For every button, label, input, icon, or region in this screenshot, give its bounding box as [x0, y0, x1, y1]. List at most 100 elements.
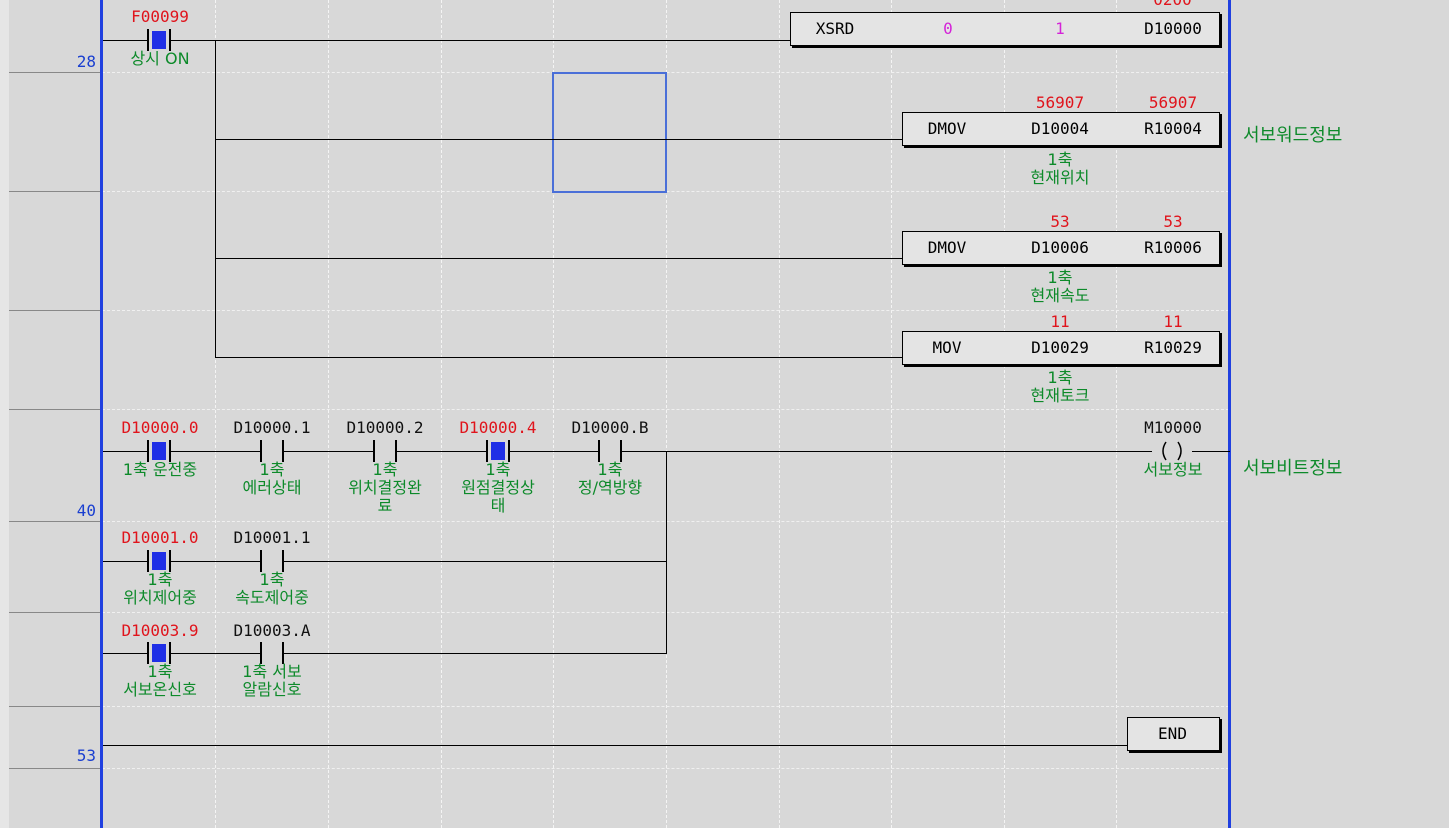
contact-comment: 1축 에러상태 — [242, 460, 302, 497]
right-power-rail — [1228, 0, 1231, 828]
row-number[interactable]: 53 — [76, 746, 96, 765]
contact-address: F00099 — [131, 7, 189, 26]
contact-address: D10001.1 — [233, 528, 311, 547]
operand: D10004 — [1031, 119, 1089, 138]
coil-comment: 서보정보 — [1143, 460, 1203, 479]
grid-row — [102, 706, 1229, 707]
operand: D10000 — [1144, 19, 1202, 38]
xsrd-instruction[interactable] — [790, 12, 1220, 46]
operand-comment: 1축 현재속도 — [1030, 268, 1090, 305]
gutter-sep — [9, 409, 101, 410]
contact-comment: 1축 서보온신호 — [123, 662, 197, 699]
contact-d10003-9[interactable] — [147, 642, 171, 664]
dmov-instruction[interactable] — [902, 112, 1220, 146]
instruction-name: XSRD — [815, 19, 855, 38]
operand-comment: 1축 현재위치 — [1030, 150, 1090, 187]
cell-cursor[interactable] — [552, 72, 667, 193]
wire — [103, 653, 666, 654]
row-number[interactable]: 28 — [76, 52, 96, 71]
contact-comment: 1축 위치제어중 — [123, 570, 197, 607]
grid-row — [102, 521, 1229, 522]
grid-row — [102, 310, 1229, 311]
grid-col — [1116, 0, 1117, 828]
mov-instruction[interactable] — [902, 331, 1220, 365]
grid-col — [891, 0, 892, 828]
operand-comment: 1축 현재토크 — [1030, 368, 1090, 405]
wire — [103, 745, 1128, 746]
operand: R10029 — [1144, 338, 1202, 357]
gutter-sep — [9, 706, 101, 707]
grid-row — [102, 612, 1229, 613]
operand: R10006 — [1144, 238, 1202, 257]
wire — [215, 139, 903, 140]
end-instruction[interactable] — [1127, 717, 1220, 751]
coil-m10000[interactable] — [1152, 440, 1192, 462]
contact-address: D10000.4 — [459, 418, 537, 437]
grid-row — [102, 409, 1229, 410]
contact-comment: 1축 위치결정완 료 — [348, 460, 422, 515]
grid-col — [441, 0, 442, 828]
partial-value: 0200 — [1150, 0, 1195, 9]
gutter — [0, 0, 9, 828]
operand: 0 — [943, 19, 953, 38]
contact-d10001-0[interactable] — [147, 550, 171, 572]
grid-col — [328, 0, 329, 828]
grid-col — [215, 0, 216, 828]
branch-wire — [666, 451, 667, 654]
contact-d10000-b[interactable] — [598, 440, 622, 462]
wire — [103, 40, 147, 41]
gutter-sep — [9, 310, 101, 311]
gutter-sep — [9, 191, 101, 192]
monitor-value: 56907 — [1035, 93, 1085, 112]
comment-panel — [1231, 0, 1449, 828]
contact-address: D10003.A — [233, 621, 311, 640]
contact-comment: 1축 운전중 — [122, 460, 198, 479]
gutter-sep — [9, 521, 101, 522]
contact-d10000-1[interactable] — [260, 440, 284, 462]
coil-address: M10000 — [1144, 418, 1202, 437]
wire — [215, 258, 903, 259]
contact-comment: 1축 정/역방향 — [577, 460, 643, 497]
contact-d10000-4[interactable] — [486, 440, 510, 462]
contact-comment: 1축 원점결정상 태 — [461, 460, 535, 515]
contact-address: D10000.2 — [346, 418, 424, 437]
row-number[interactable]: 40 — [76, 501, 96, 520]
contact-address: D10000.1 — [233, 418, 311, 437]
operand: R10004 — [1144, 119, 1202, 138]
contact-f00099[interactable] — [147, 29, 171, 51]
end-label: END — [1158, 724, 1187, 743]
contact-d10000-0[interactable] — [147, 440, 171, 462]
wire — [103, 561, 666, 562]
operand: 1 — [1055, 19, 1065, 38]
wire — [171, 40, 791, 41]
contact-d10001-1[interactable] — [260, 550, 284, 572]
contact-address: D10000.0 — [121, 418, 199, 437]
gutter-sep — [9, 768, 101, 769]
gutter-sep — [9, 612, 101, 613]
contact-address: D10001.0 — [121, 528, 199, 547]
monitor-value: 11 — [1163, 312, 1183, 331]
instruction-name: DMOV — [927, 238, 967, 257]
contact-address: D10003.9 — [121, 621, 199, 640]
contact-comment: 1축 서보 알람신호 — [242, 662, 302, 699]
grid-col — [666, 0, 667, 828]
grid-col — [553, 0, 554, 828]
wire — [215, 357, 903, 358]
contact-comment: 1축 속도제어중 — [235, 570, 309, 607]
contact-comment: 상시 ON — [130, 49, 190, 68]
operand: D10029 — [1031, 338, 1089, 357]
instruction-name: DMOV — [927, 119, 967, 138]
dmov-instruction[interactable] — [902, 231, 1220, 265]
grid-col — [779, 0, 780, 828]
branch-wire — [215, 40, 216, 358]
contact-d10000-2[interactable] — [373, 440, 397, 462]
monitor-value: 11 — [1050, 312, 1070, 331]
monitor-value: 53 — [1163, 212, 1183, 231]
contact-d10003-a[interactable] — [260, 642, 284, 664]
monitor-value: 53 — [1050, 212, 1070, 231]
grid-row — [102, 768, 1229, 769]
operand: D10006 — [1031, 238, 1089, 257]
gutter-sep — [9, 72, 101, 73]
left-power-rail — [100, 0, 103, 828]
instruction-name: MOV — [932, 338, 962, 357]
